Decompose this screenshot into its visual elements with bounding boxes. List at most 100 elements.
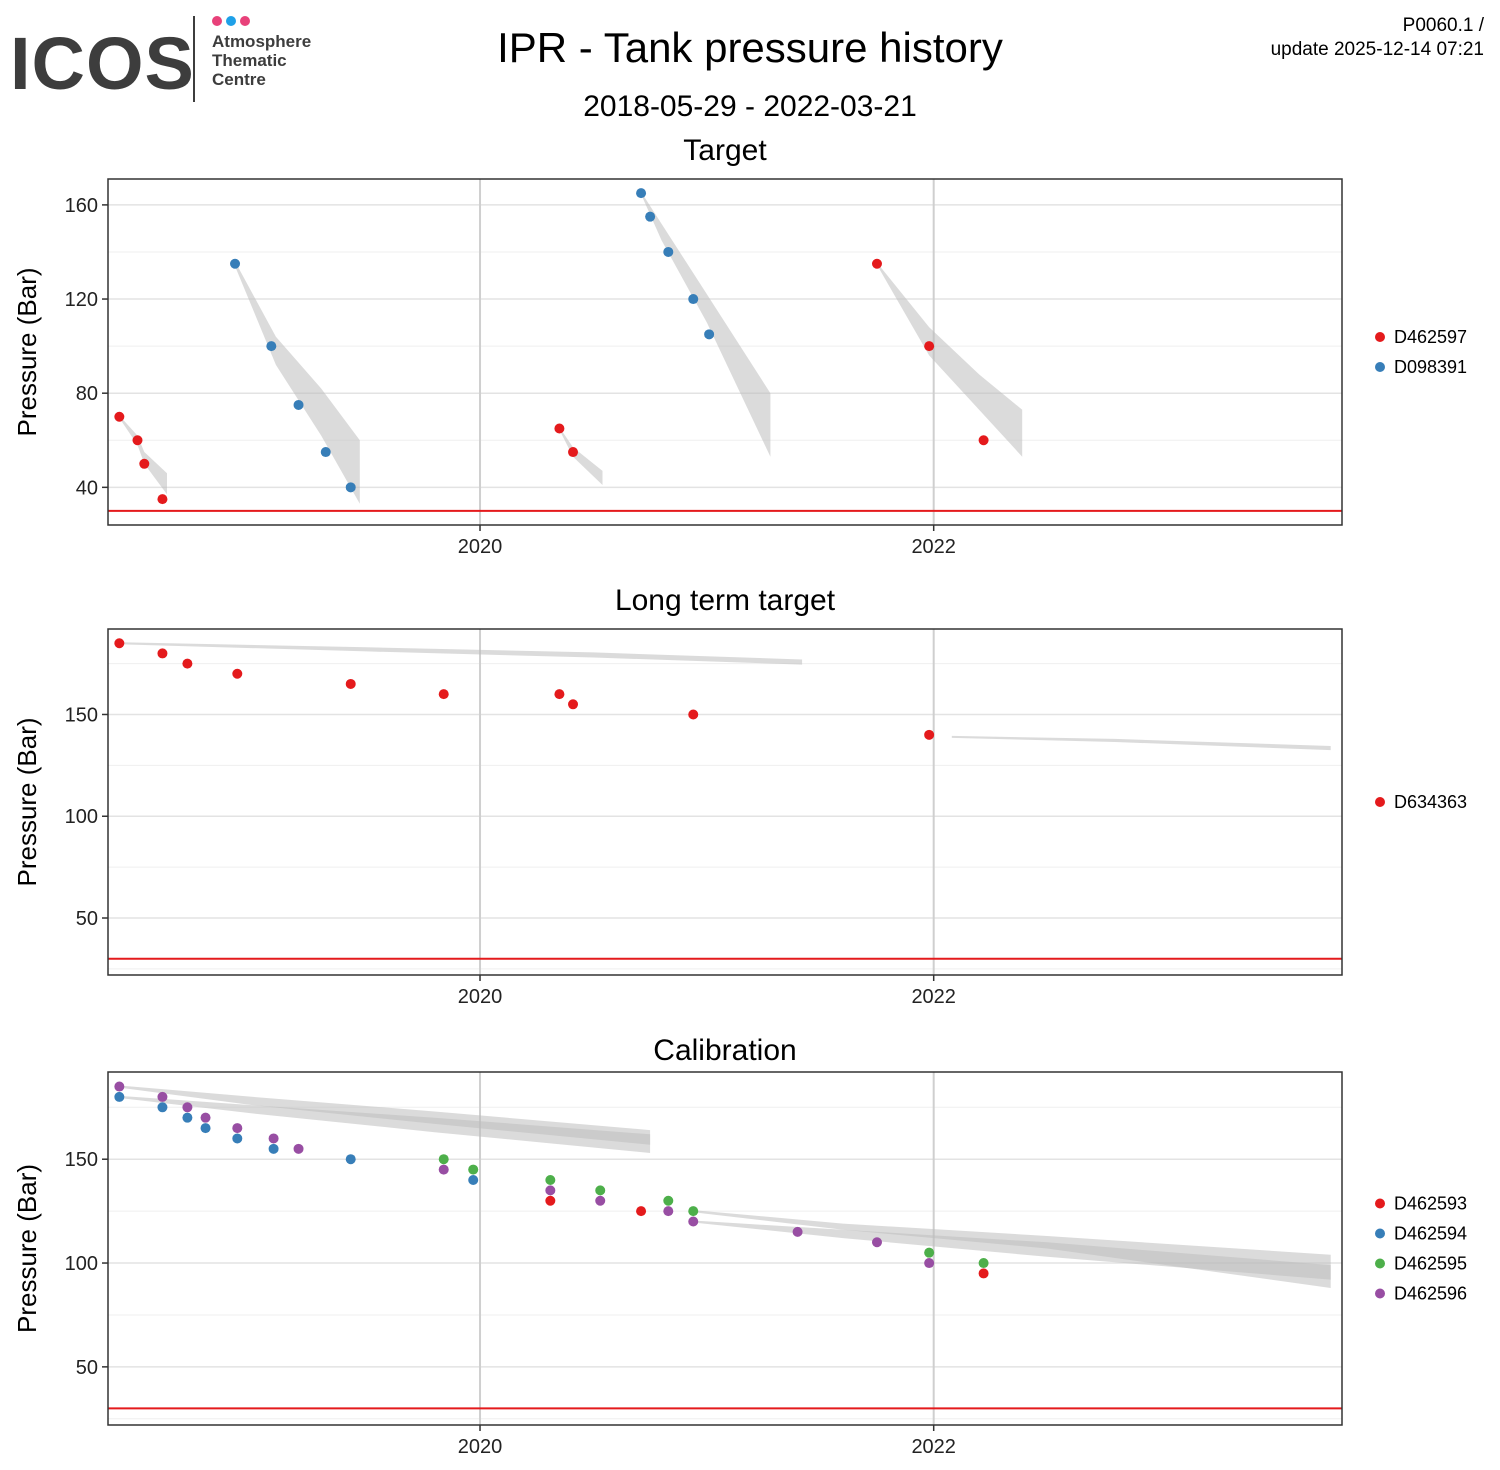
update-info: P0060.1 / update 2025-12-14 07:21 [1271,14,1484,62]
date-range: 2018-05-29 - 2022-03-21 [583,90,917,123]
data-point-d634363 [157,648,168,659]
chart-title: Target [683,134,767,167]
data-point-d634363 [688,709,699,720]
data-point-d462595 [468,1164,479,1175]
data-point-d462596 [792,1226,803,1237]
legend-label: D462594 [1394,1224,1467,1244]
chart-panel-1: Target 40 80 120 160 2020 2022 Pressure (Bar) D4… [12,134,1467,558]
data-point-d098391 [345,482,356,493]
data-point-d462593 [978,1268,989,1279]
data-point-d462596 [663,1206,674,1217]
data-point-d462594 [200,1123,211,1134]
legend-key [1375,797,1385,807]
logo-line-1: Atmosphere [212,32,312,51]
y-tick-label: 80 [76,383,98,405]
confidence-band [877,262,1023,457]
data-point-d462594 [114,1091,125,1102]
legend-label: D462596 [1394,1284,1467,1304]
chart-title: Calibration [653,1034,796,1067]
x-tick-label: 2020 [458,536,503,558]
confidence-band [119,1095,651,1153]
data-point-d462596 [293,1143,304,1154]
data-point-d462594 [468,1174,479,1185]
page-title: IPR - Tank pressure history [497,24,1003,71]
logo-wordmark: ICOS [10,22,195,105]
data-point-d634363 [182,658,193,669]
data-point-d098391 [293,399,304,410]
confidence-band [119,415,167,495]
icos-logo: ICOS Atmosphere Thematic Centre [10,14,330,106]
y-tick-label: 150 [65,704,98,726]
data-point-d462594 [345,1154,356,1165]
data-point-d462597 [924,341,935,352]
logo-dot [240,16,250,26]
x-tick-label: 2022 [911,1436,956,1458]
data-point-d634363 [554,689,565,700]
data-point-d462597 [139,458,150,469]
confidence-band [235,261,360,504]
data-point-d462597 [871,258,882,269]
plot-frame [107,628,1343,976]
chart-panel-3: Calibration 50 100 150 2020 2022 Pressure (Bar… [12,1034,1467,1458]
data-point-d462596 [871,1237,882,1248]
confidence-band [559,427,603,485]
data-point-d098391 [704,329,715,340]
data-point-d634363 [114,638,125,649]
x-tick-label: 2020 [458,986,503,1008]
data-point-d462596 [200,1112,211,1123]
data-point-d462596 [157,1091,168,1102]
logo-line-2: Thematic [212,51,287,70]
data-point-d462595 [924,1247,935,1258]
data-point-d462596 [924,1258,935,1269]
data-point-d634363 [232,668,243,679]
plot-frame [107,178,1343,526]
y-tick-label: 120 [65,289,98,311]
confidence-band [119,642,803,665]
data-point-d098391 [688,294,699,305]
legend-label: D634363 [1394,792,1467,812]
x-tick-label: 2022 [911,536,956,558]
logo-divider [193,16,195,102]
x-tick-label: 2022 [911,986,956,1008]
data-point-d462593 [636,1206,647,1217]
plot-frame [107,1071,1343,1426]
data-point-d462596 [438,1164,449,1175]
data-point-d098391 [230,258,241,269]
y-axis-label: Pressure (Bar) [12,1164,42,1333]
update-timestamp: update 2025-12-14 07:21 [1270,39,1484,60]
data-point-d462597 [554,423,565,434]
confidence-band [693,1210,1331,1288]
logo-dot [226,16,236,26]
data-point-d098391 [645,211,656,222]
legend-label: D098391 [1394,357,1467,377]
chart-title: Long term target [615,584,836,617]
data-point-d098391 [320,447,331,458]
x-tick-label: 2020 [458,1436,503,1458]
data-point-d462597 [114,411,125,422]
logo-dot [212,16,222,26]
legend-key [1375,1228,1385,1239]
data-point-d634363 [924,729,935,740]
data-point-d462596 [268,1133,279,1144]
product-code: P0060.1 / [1402,15,1484,36]
logo-line-3: Centre [212,70,266,89]
data-point-d462596 [595,1195,606,1206]
data-point-d462595 [438,1154,449,1165]
legend-label: D462595 [1394,1254,1467,1274]
confidence-band [119,1085,651,1145]
data-point-d462596 [182,1102,193,1113]
chart-panel-2: Long term target 50 100 150 2020 2022 Pressure… [12,584,1467,1008]
data-point-d462597 [568,447,579,458]
y-tick-label: 50 [76,1357,98,1379]
data-point-d462594 [182,1112,193,1123]
confidence-band [641,191,771,457]
y-tick-label: 160 [65,195,98,217]
data-point-d634363 [438,689,449,700]
legend-label: D462593 [1394,1194,1467,1214]
data-point-d462595 [595,1185,606,1196]
y-tick-label: 100 [65,806,98,828]
y-axis-label: Pressure (Bar) [12,717,42,886]
data-point-d634363 [345,678,356,689]
data-point-d462596 [114,1081,125,1092]
confidence-band [693,1220,1331,1280]
